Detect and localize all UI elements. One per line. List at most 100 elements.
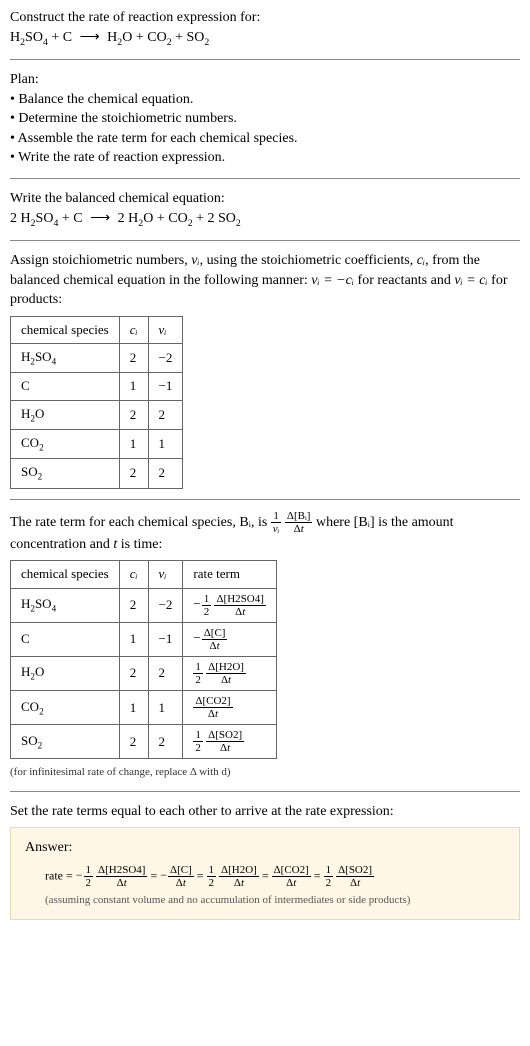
numerator: 1: [324, 864, 334, 877]
denominator: 2: [193, 742, 203, 754]
col-header: chemical species: [11, 316, 120, 343]
species: CO2: [168, 211, 192, 226]
fraction: 12: [207, 864, 217, 889]
denominator: νᵢ: [271, 523, 282, 535]
numerator: Δ[CO2]: [272, 864, 311, 877]
numerator: 1: [193, 661, 203, 674]
divider: [10, 791, 520, 792]
plan-title: Plan:: [10, 70, 520, 90]
divider: [10, 499, 520, 500]
fraction: 1νᵢ: [271, 510, 282, 535]
cell: CO2: [11, 429, 120, 458]
denominator: Δt: [202, 640, 228, 652]
table-row: CO211Δ[CO2]Δt: [11, 691, 277, 725]
cell: 12 Δ[H2O]Δt: [183, 656, 277, 690]
numerator: Δ[H2O]: [219, 864, 259, 877]
answer-box: Answer: rate = −12 Δ[H2SO4]Δt = −Δ[C]Δt …: [10, 827, 520, 919]
table-row: H2SO42−2−12 Δ[H2SO4]Δt: [11, 588, 277, 622]
plan-text: Balance the chemical equation.: [18, 92, 193, 107]
numerator: Δ[C]: [202, 627, 228, 640]
col-header: chemical species: [11, 561, 120, 588]
cell: Δ[CO2]Δt: [183, 691, 277, 725]
fraction: Δ[H2SO4]Δt: [96, 864, 147, 889]
minus-sign: −: [160, 868, 167, 882]
fraction: Δ[H2O]Δt: [206, 661, 246, 686]
denominator: Δt: [168, 877, 194, 889]
col-header: νᵢ: [148, 316, 183, 343]
nu-header: νᵢ: [159, 566, 167, 581]
unbalanced-equation: H2SO4 + C ⟶ H2O + CO2 + SO2: [10, 28, 520, 50]
equals: =: [150, 868, 157, 882]
relation: νᵢ = −cᵢ: [311, 273, 354, 288]
cell: 1: [148, 429, 183, 458]
cell: 1: [119, 429, 148, 458]
cell: −1: [148, 622, 183, 656]
problem-header: Construct the rate of reaction expressio…: [10, 8, 520, 49]
table-row: CO211: [11, 429, 183, 458]
divider: [10, 240, 520, 241]
denominator: Δt: [96, 877, 147, 889]
fraction: 12: [193, 661, 203, 686]
minus-sign: −: [193, 596, 200, 611]
table-row: H2O2212 Δ[H2O]Δt: [11, 656, 277, 690]
fraction: 12: [193, 729, 203, 754]
numerator: 1: [271, 510, 282, 523]
col-header: cᵢ: [119, 316, 148, 343]
reactant: H2SO4: [10, 30, 48, 45]
arrow-icon: ⟶: [86, 209, 114, 229]
divider: [10, 59, 520, 60]
numerator: 1: [202, 593, 212, 606]
fraction: Δ[CO2]Δt: [272, 864, 311, 889]
balanced-title: Write the balanced chemical equation:: [10, 189, 520, 209]
cell: H2SO4: [11, 344, 120, 373]
coef: 2: [118, 211, 125, 226]
table-row: SO222: [11, 459, 183, 488]
denominator: Δt: [214, 606, 265, 618]
plan-item: • Assemble the rate term for each chemic…: [10, 129, 520, 149]
cell: 2: [148, 400, 183, 429]
ci-header: cᵢ: [130, 566, 138, 581]
cell: 2: [119, 588, 148, 622]
fraction: Δ[H2SO4]Δt: [214, 593, 265, 618]
table-row: SO22212 Δ[SO2]Δt: [11, 725, 277, 759]
cell: H2O: [11, 400, 120, 429]
denominator: 2: [193, 674, 203, 686]
cell: H2O: [11, 656, 120, 690]
rate-prefix: rate =: [45, 868, 76, 882]
denominator: Δt: [336, 877, 374, 889]
fraction: 12: [324, 864, 334, 889]
text: The rate term for each chemical species,…: [10, 514, 271, 529]
fraction: 12: [84, 864, 94, 889]
stoich-section: Assign stoichiometric numbers, νᵢ, using…: [10, 251, 520, 488]
fraction: Δ[C]Δt: [202, 627, 228, 652]
cell: 1: [119, 622, 148, 656]
fraction: 12: [202, 593, 212, 618]
divider: [10, 178, 520, 179]
text: is time:: [117, 537, 162, 552]
ci-header: cᵢ: [130, 322, 138, 337]
fraction: Δ[SO2]Δt: [336, 864, 374, 889]
species: SO2: [218, 211, 241, 226]
cell: 2: [119, 344, 148, 373]
table-header-row: chemical species cᵢ νᵢ rate term: [11, 561, 277, 588]
denominator: 2: [207, 877, 217, 889]
cell: −2: [148, 588, 183, 622]
cell: SO2: [11, 725, 120, 759]
cell: −1: [148, 373, 183, 400]
table-row: C1−1: [11, 373, 183, 400]
answer-label: Answer:: [25, 838, 505, 858]
plan-text: Determine the stoichiometric numbers.: [18, 111, 237, 126]
col-header: νᵢ: [148, 561, 183, 588]
reactant: C: [63, 30, 72, 45]
product: SO2: [187, 30, 210, 45]
cell: −12 Δ[H2SO4]Δt: [183, 588, 277, 622]
denominator: Δt: [285, 523, 313, 535]
product: CO2: [147, 30, 171, 45]
cell: H2SO4: [11, 588, 120, 622]
species: C: [73, 211, 82, 226]
cell: C: [11, 373, 120, 400]
text: , using the stoichiometric coefficients,: [200, 253, 417, 268]
equals: =: [197, 868, 204, 882]
numerator: 1: [193, 729, 203, 742]
denominator: Δt: [272, 877, 311, 889]
